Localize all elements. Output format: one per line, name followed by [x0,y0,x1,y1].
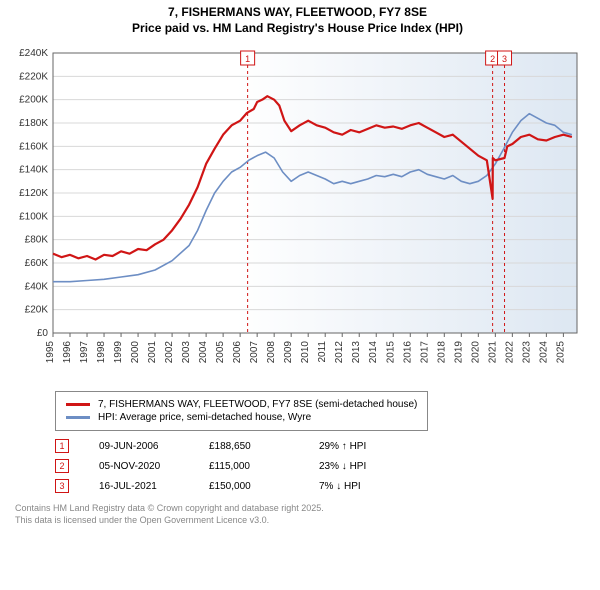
svg-text:2008: 2008 [266,341,277,364]
svg-text:2012: 2012 [334,341,345,364]
svg-text:2: 2 [490,54,495,64]
svg-text:2013: 2013 [351,341,362,364]
svg-text:2001: 2001 [147,341,158,364]
svg-text:2025: 2025 [555,341,566,364]
svg-text:£220K: £220K [19,71,48,82]
svg-text:2017: 2017 [419,341,430,364]
svg-text:2005: 2005 [215,341,226,364]
svg-text:2020: 2020 [470,341,481,364]
event-marker: 1 [55,439,69,453]
svg-text:1999: 1999 [113,341,124,364]
legend-label: 7, FISHERMANS WAY, FLEETWOOD, FY7 8SE (s… [98,399,417,410]
svg-text:2018: 2018 [436,341,447,364]
legend-swatch [66,403,90,406]
event-marker: 3 [55,479,69,493]
event-date: 16-JUL-2021 [99,481,209,492]
event-date: 09-JUN-2006 [99,441,209,452]
svg-text:£180K: £180K [19,118,48,129]
svg-text:2023: 2023 [521,341,532,364]
svg-text:2003: 2003 [181,341,192,364]
svg-text:2015: 2015 [385,341,396,364]
legend-item: 7, FISHERMANS WAY, FLEETWOOD, FY7 8SE (s… [66,399,417,410]
svg-text:1: 1 [245,54,250,64]
legend-item: HPI: Average price, semi-detached house,… [66,412,417,423]
svg-text:2016: 2016 [402,341,413,364]
svg-text:2022: 2022 [504,341,515,364]
svg-text:£0: £0 [37,328,49,339]
svg-text:2000: 2000 [130,341,141,364]
events-table: 1 09-JUN-2006£188,65029% ↑ HPI 2 05-NOV-202… [55,439,590,493]
legend-swatch [66,416,90,419]
svg-text:2021: 2021 [487,341,498,364]
event-marker: 2 [55,459,69,473]
event-price: £150,000 [209,481,319,492]
svg-text:£140K: £140K [19,165,48,176]
svg-text:2002: 2002 [164,341,175,364]
svg-text:£60K: £60K [25,258,49,269]
event-row: 3 16-JUL-2021£150,0007% ↓ HPI [55,479,590,493]
footer-line2: This data is licensed under the Open Gov… [15,515,590,527]
event-row: 1 09-JUN-2006£188,65029% ↑ HPI [55,439,590,453]
svg-text:2009: 2009 [283,341,294,364]
event-pct: 29% ↑ HPI [319,441,419,452]
svg-text:£240K: £240K [19,48,48,59]
svg-text:2011: 2011 [317,341,328,363]
svg-text:2014: 2014 [368,341,379,364]
svg-text:2004: 2004 [198,341,209,364]
svg-text:2010: 2010 [300,341,311,364]
legend: 7, FISHERMANS WAY, FLEETWOOD, FY7 8SE (s… [55,391,428,431]
svg-text:£40K: £40K [25,281,49,292]
footer-line1: Contains HM Land Registry data © Crown c… [15,503,590,515]
svg-text:£160K: £160K [19,141,48,152]
svg-text:£100K: £100K [19,211,48,222]
event-price: £115,000 [209,461,319,472]
svg-text:£200K: £200K [19,95,48,106]
event-pct: 7% ↓ HPI [319,481,419,492]
svg-text:1997: 1997 [79,341,90,364]
event-pct: 23% ↓ HPI [319,461,419,472]
legend-label: HPI: Average price, semi-detached house,… [98,412,311,423]
chart-plot: £0 £20K £40K £60K £80K £100K £120K £140K £160K £1… [5,43,590,383]
svg-text:£20K: £20K [25,305,49,316]
svg-text:1996: 1996 [62,341,73,364]
svg-text:1995: 1995 [45,341,56,364]
chart-subtitle: Price paid vs. HM Land Registry's House … [5,21,590,35]
svg-text:2007: 2007 [249,341,260,364]
svg-text:2006: 2006 [232,341,243,364]
svg-text:1998: 1998 [96,341,107,364]
svg-text:2019: 2019 [453,341,464,364]
event-row: 2 05-NOV-2020£115,00023% ↓ HPI [55,459,590,473]
chart-title: 7, FISHERMANS WAY, FLEETWOOD, FY7 8SE [5,5,590,19]
svg-text:£80K: £80K [25,235,49,246]
footer: Contains HM Land Registry data © Crown c… [15,503,590,526]
event-price: £188,650 [209,441,319,452]
svg-text:3: 3 [502,54,507,64]
svg-text:2024: 2024 [538,341,549,364]
chart-svg: £0 £20K £40K £60K £80K £100K £120K £140K £160K £1… [5,43,585,383]
chart-container: 7, FISHERMANS WAY, FLEETWOOD, FY7 8SE Pr… [0,0,600,531]
event-date: 05-NOV-2020 [99,461,209,472]
svg-text:£120K: £120K [19,188,48,199]
